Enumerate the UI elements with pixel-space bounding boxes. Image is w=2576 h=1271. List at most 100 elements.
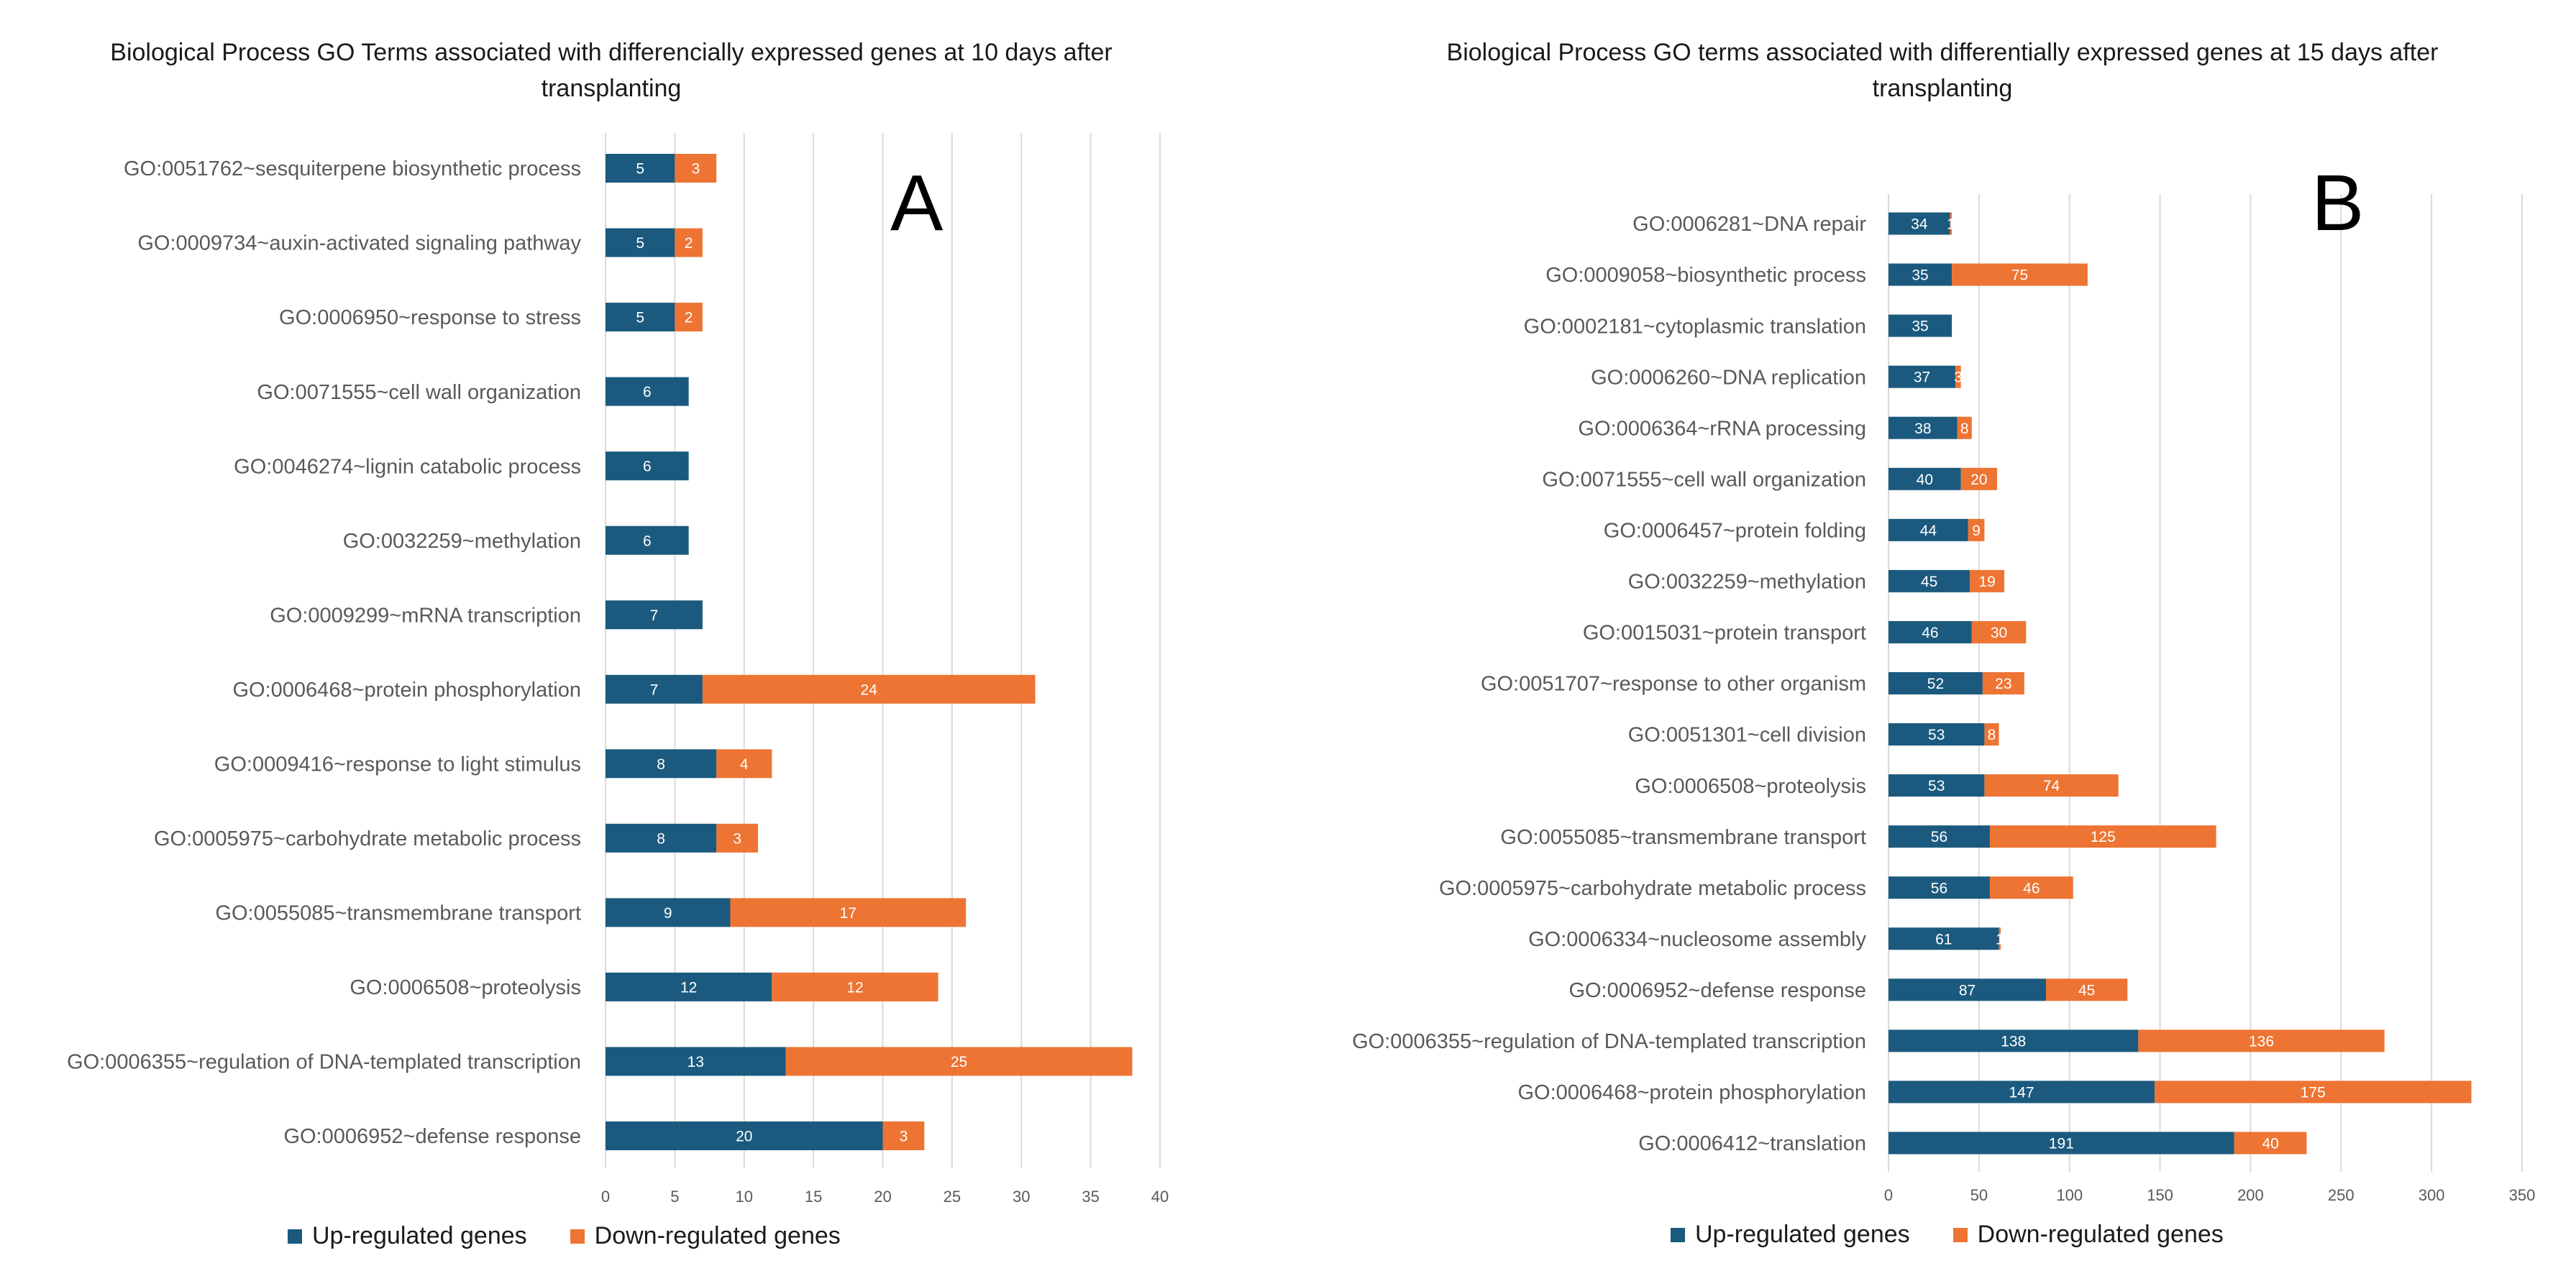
data-label-up: 191 [2049,1136,2074,1152]
data-label-down: 40 [2262,1136,2278,1152]
x-tick-label: 0 [1884,1186,1893,1204]
legend-label-up: Up-regulated genes [312,1222,527,1249]
data-label-up: 35 [1912,318,1928,335]
bar-down [1960,467,1998,490]
bar-up [1888,1080,2155,1103]
data-label-up: 34 [1911,216,1928,233]
category-label: GO:0006950~response to stress [279,306,581,329]
data-label-up: 7 [650,682,659,698]
category-label: GO:0006412~translation [1638,1132,1866,1155]
data-label-down: 1 [1947,216,1955,233]
data-label-down: 3 [733,830,741,847]
x-tick-label: 100 [2056,1186,2083,1204]
bar-up [1888,978,2046,1001]
category-label: GO:0006364~rRNA processing [1578,417,1866,440]
data-label-down: 12 [846,979,863,996]
legend: Up-regulated genes Down-regulated genes [1671,1221,2267,1249]
bar-down [1999,927,2001,950]
bar-down [2234,1132,2307,1155]
bar-down [1957,416,1972,439]
panel-label: B [2311,159,2365,247]
data-label-down: 24 [861,682,878,698]
bar-down [1968,518,1985,541]
data-label-up: 61 [1935,931,1952,947]
bar-down [1970,569,2005,592]
bar-up [1888,518,1968,541]
bar-up [606,823,717,853]
chart-panel-a: Biological Process GO Terms associated w… [67,39,1169,1250]
category-label: GO:0006508~proteolysis [350,976,581,999]
bar-down [1984,723,1999,746]
category-label: GO:0009734~auxin-activated signaling pat… [137,232,581,255]
bar-down [1950,212,1952,235]
bar-down [1984,774,2119,797]
category-label: GO:0071555~cell wall organization [257,381,581,404]
category-label: GO:0006952~defense response [1568,979,1866,1002]
data-label-down: 45 [2078,982,2095,999]
bar-down [1982,672,2024,694]
bar-up [1888,876,1990,899]
category-label: GO:0006355~regulation of DNA-templated t… [1352,1030,1866,1053]
x-tick-label: 350 [2509,1186,2536,1204]
x-tick-label: 300 [2419,1186,2445,1204]
data-label-up: 147 [2009,1085,2034,1101]
bar-up [606,154,675,183]
x-tick-label: 15 [805,1188,822,1206]
data-label-up: 40 [1917,472,1933,488]
bar-down [716,749,772,779]
x-tick-label: 50 [1970,1186,1988,1204]
data-label-up: 7 [650,607,659,624]
bar-up [606,1047,786,1076]
data-label-down: 3 [1954,370,1963,386]
x-tick-label: 25 [944,1188,961,1206]
category-label: GO:0006508~proteolysis [1635,775,1866,798]
data-label-up: 52 [1927,676,1944,692]
bar-up [1888,723,1985,746]
category-label: GO:0055085~transmembrane transport [1500,826,1866,849]
bar-up [1888,774,1985,797]
bar-up [606,303,675,332]
data-label-up: 37 [1914,370,1930,386]
category-label: GO:0009299~mRNA transcription [270,604,581,627]
bar-down [675,303,703,332]
bar-down [882,1121,925,1150]
bar-down [1989,876,2073,899]
category-label: GO:0006457~protein folding [1604,519,1866,542]
legend-item-up: Up-regulated genes [1671,1221,1910,1249]
chart-title: Biological Process GO terms associated w… [1446,39,2439,102]
bar-up [1888,672,1983,694]
data-label-down: 125 [2091,829,2116,845]
category-label: GO:0055085~transmembrane transport [215,902,581,925]
data-label-down: 3 [900,1129,908,1145]
x-tick-label: 30 [1013,1188,1030,1206]
category-label: GO:0009416~response to light stimulus [214,753,581,776]
legend-swatch-down [570,1229,585,1244]
bar-up [1888,1029,2139,1052]
bar-down [2138,1029,2385,1052]
bar-down [675,228,703,257]
category-label: GO:0006260~DNA replication [1591,366,1866,389]
data-label-up: 46 [1922,625,1938,641]
data-label-up: 6 [643,533,652,549]
category-label: GO:0015031~protein transport [1583,622,1866,645]
bar-up [606,451,689,481]
data-label-up: 53 [1928,727,1945,743]
x-tick-label: 40 [1151,1188,1169,1206]
bar-down [702,674,1036,704]
x-tick-label: 150 [2147,1186,2173,1204]
bar-up [1888,569,1970,592]
bar-up [1888,1132,2234,1155]
category-label: GO:0006952~defense response [283,1125,581,1148]
data-label-down: 8 [1960,421,1969,437]
data-label-up: 6 [643,459,652,475]
category-label: GO:0006468~protein phosphorylation [1518,1081,1867,1104]
data-label-up: 56 [1931,829,1947,845]
legend: Up-regulated genes Down-regulated genes [288,1222,884,1250]
data-label-down: 19 [1979,574,1996,590]
data-label-down: 136 [2249,1033,2274,1050]
data-label-down: 74 [2043,778,2060,794]
bar-down [675,154,717,183]
bar-down [1971,620,2027,643]
data-label-up: 12 [680,979,697,996]
bar-up [1888,620,1972,643]
